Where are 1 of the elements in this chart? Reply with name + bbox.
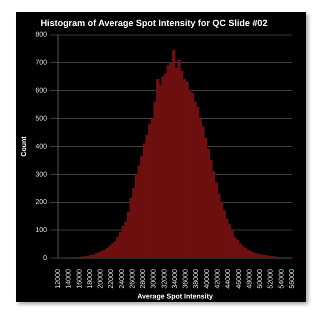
chart-title: Histogram of Average Spot Intensity for QC Slide #02 bbox=[40, 18, 268, 28]
